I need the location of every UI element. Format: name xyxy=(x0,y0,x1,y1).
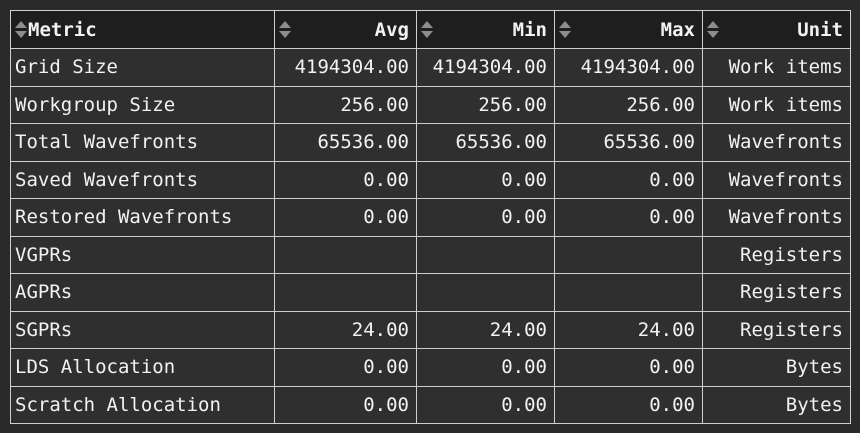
cell-unit: Registers xyxy=(702,310,851,349)
table-row: AGPRs Registers xyxy=(10,273,851,312)
table-row: Grid Size 4194304.00 4194304.00 4194304.… xyxy=(10,48,851,87)
table-row: VGPRs Registers xyxy=(10,235,851,274)
column-header-unit[interactable]: Unit xyxy=(702,10,851,49)
cell-max: 0.00 xyxy=(554,385,703,424)
cell-metric: LDS Allocation xyxy=(10,348,275,387)
table-header: Metric Avg Min xyxy=(10,10,851,49)
cell-avg xyxy=(274,235,417,274)
cell-metric: Scratch Allocation xyxy=(10,385,275,424)
cell-max: 65536.00 xyxy=(554,123,703,162)
cell-min: 0.00 xyxy=(416,385,555,424)
cell-min xyxy=(416,273,555,312)
cell-metric: Restored Wavefronts xyxy=(10,198,275,237)
cell-unit: Registers xyxy=(702,235,851,274)
table-row: SGPRs 24.00 24.00 24.00 Registers xyxy=(10,310,851,349)
cell-metric: Saved Wavefronts xyxy=(10,160,275,199)
cell-min: 256.00 xyxy=(416,85,555,124)
column-label-metric: Metric xyxy=(28,18,97,41)
cell-max: 0.00 xyxy=(554,348,703,387)
cell-max xyxy=(554,235,703,274)
cell-avg: 0.00 xyxy=(274,160,417,199)
cell-unit: Wavefronts xyxy=(702,160,851,199)
sort-icon[interactable] xyxy=(707,21,719,38)
cell-unit: Wavefronts xyxy=(702,123,851,162)
sort-icon[interactable] xyxy=(559,21,571,38)
cell-min: 24.00 xyxy=(416,310,555,349)
cell-max xyxy=(554,273,703,312)
cell-max: 24.00 xyxy=(554,310,703,349)
cell-unit: Work items xyxy=(702,48,851,87)
cell-metric: Total Wavefronts xyxy=(10,123,275,162)
cell-metric: Workgroup Size xyxy=(10,85,275,124)
cell-max: 0.00 xyxy=(554,198,703,237)
column-label-min: Min xyxy=(512,18,547,41)
column-header-min[interactable]: Min xyxy=(416,10,555,49)
table-row: Restored Wavefronts 0.00 0.00 0.00 Wavef… xyxy=(10,198,851,237)
column-header-max[interactable]: Max xyxy=(554,10,703,49)
sort-icon[interactable] xyxy=(421,21,433,38)
cell-min: 0.00 xyxy=(416,198,555,237)
table-row: LDS Allocation 0.00 0.00 0.00 Bytes xyxy=(10,348,851,387)
cell-unit: Bytes xyxy=(702,348,851,387)
cell-avg: 0.00 xyxy=(274,348,417,387)
column-label-max: Max xyxy=(660,18,695,41)
cell-avg: 24.00 xyxy=(274,310,417,349)
column-header-avg[interactable]: Avg xyxy=(274,10,417,49)
cell-max: 256.00 xyxy=(554,85,703,124)
cell-unit: Wavefronts xyxy=(702,198,851,237)
header-row: Metric Avg Min xyxy=(10,10,851,49)
cell-avg: 0.00 xyxy=(274,385,417,424)
cell-max: 0.00 xyxy=(554,160,703,199)
table-row: Total Wavefronts 65536.00 65536.00 65536… xyxy=(10,123,851,162)
cell-metric: VGPRs xyxy=(10,235,275,274)
cell-unit: Registers xyxy=(702,273,851,312)
cell-max: 4194304.00 xyxy=(554,48,703,87)
table-row: Workgroup Size 256.00 256.00 256.00 Work… xyxy=(10,85,851,124)
sort-icon[interactable] xyxy=(279,21,291,38)
column-label-unit: Unit xyxy=(797,18,843,41)
sort-icon[interactable] xyxy=(15,21,27,38)
table-body: Grid Size 4194304.00 4194304.00 4194304.… xyxy=(10,48,851,424)
cell-unit: Work items xyxy=(702,85,851,124)
metrics-table: Metric Avg Min xyxy=(10,10,851,424)
cell-avg: 4194304.00 xyxy=(274,48,417,87)
cell-min: 65536.00 xyxy=(416,123,555,162)
cell-unit: Bytes xyxy=(702,385,851,424)
cell-metric: Grid Size xyxy=(10,48,275,87)
table-row: Saved Wavefronts 0.00 0.00 0.00 Wavefron… xyxy=(10,160,851,199)
cell-metric: SGPRs xyxy=(10,310,275,349)
cell-min: 0.00 xyxy=(416,160,555,199)
cell-metric: AGPRs xyxy=(10,273,275,312)
cell-avg: 256.00 xyxy=(274,85,417,124)
cell-avg xyxy=(274,273,417,312)
cell-min: 4194304.00 xyxy=(416,48,555,87)
cell-min xyxy=(416,235,555,274)
table-row: Scratch Allocation 0.00 0.00 0.00 Bytes xyxy=(10,385,851,424)
cell-avg: 0.00 xyxy=(274,198,417,237)
column-label-avg: Avg xyxy=(374,18,409,41)
cell-avg: 65536.00 xyxy=(274,123,417,162)
column-header-metric[interactable]: Metric xyxy=(10,10,275,49)
cell-min: 0.00 xyxy=(416,348,555,387)
